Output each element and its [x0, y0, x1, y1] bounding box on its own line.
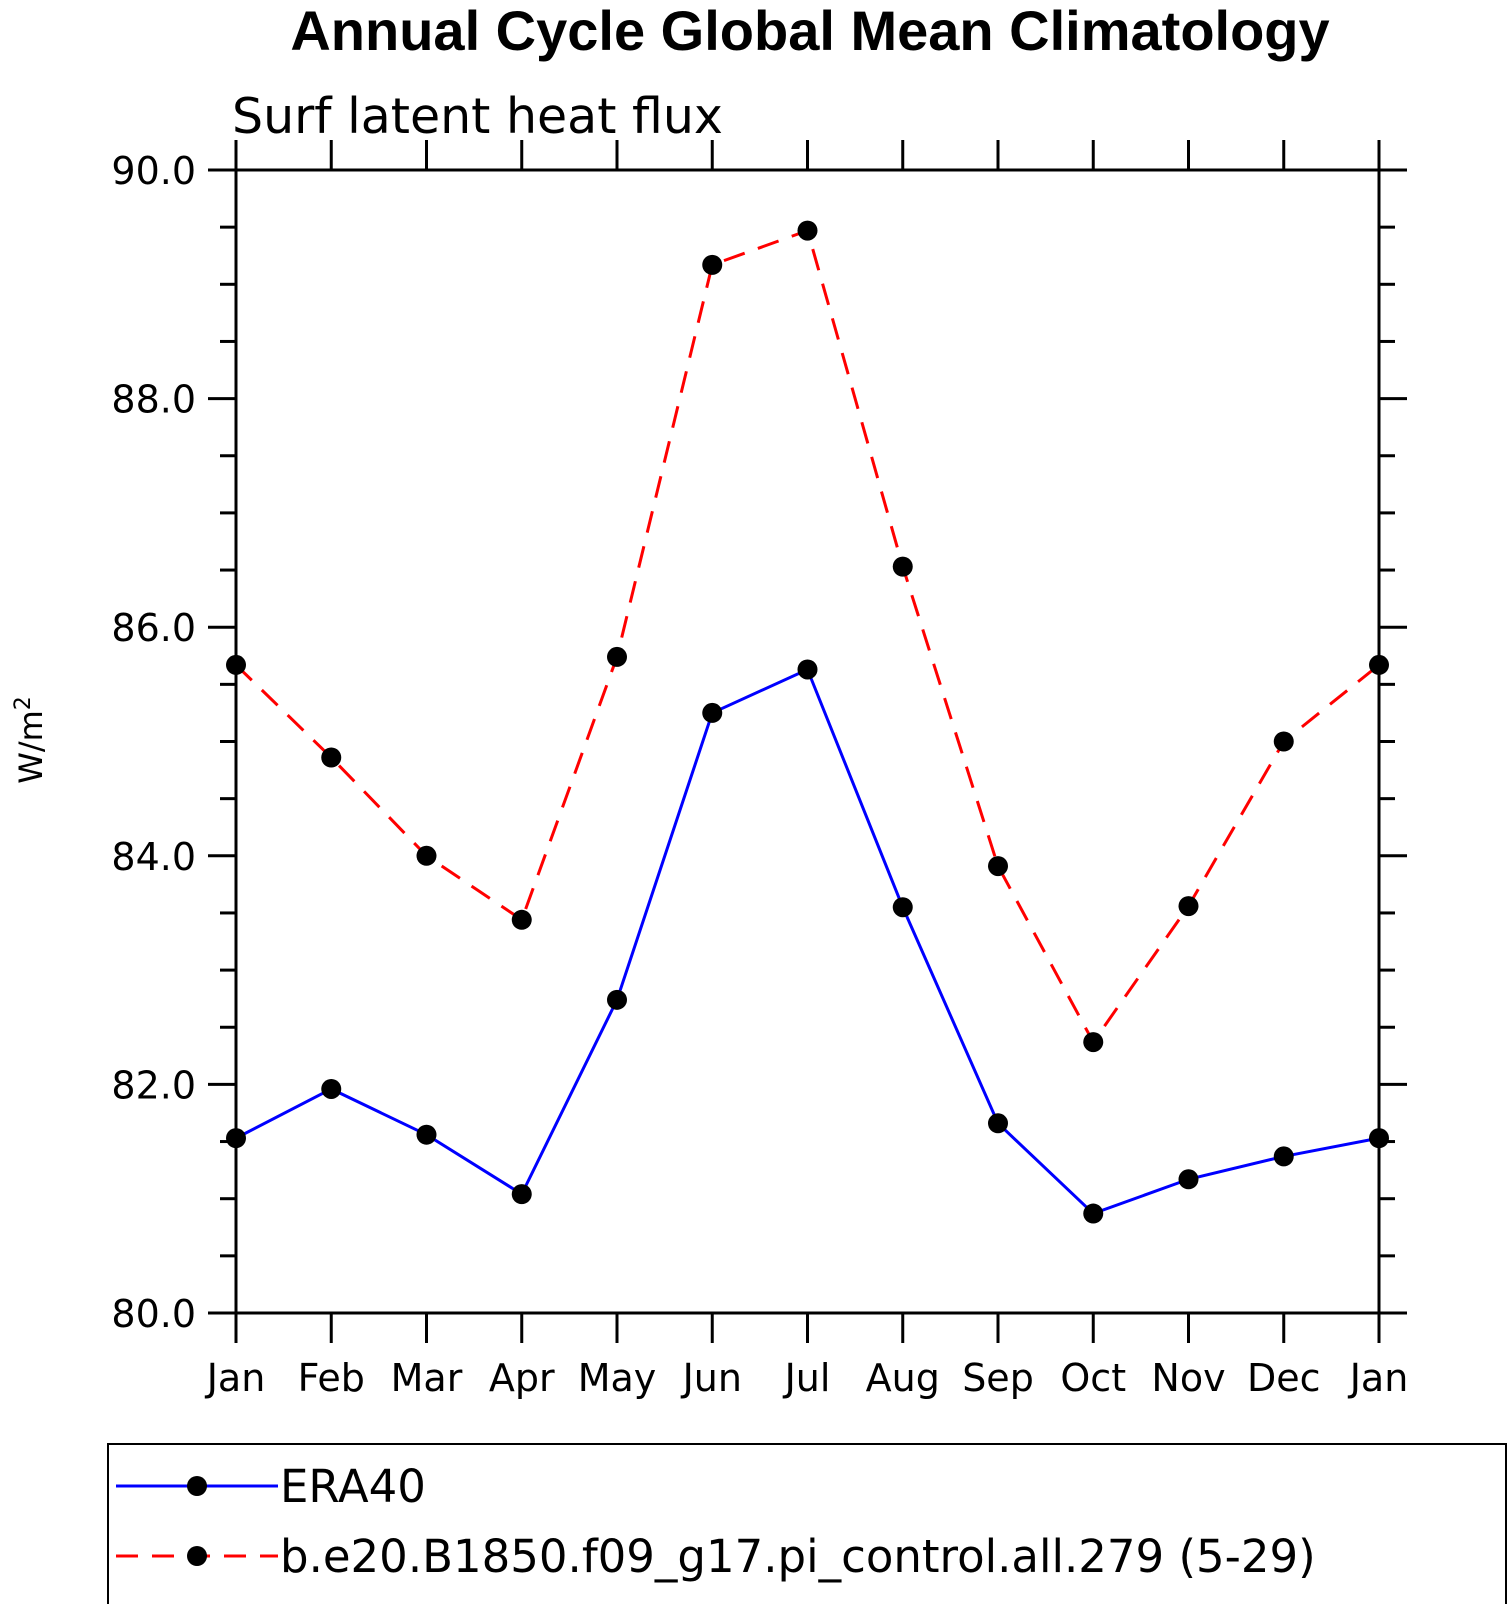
x-tick-label: Dec — [1247, 1356, 1321, 1400]
y-axis-label: W/m2 — [11, 696, 50, 784]
series-1-point — [892, 556, 913, 577]
series-0-point — [1083, 1203, 1104, 1224]
series-line-0 — [235, 667, 1380, 1216]
chart-title: Annual Cycle Global Mean Climatology — [290, 0, 1329, 62]
series-1-point — [321, 747, 342, 768]
legend-label-model: b.e20.B1850.f09_g17.pi_control.all.279 (… — [280, 1530, 1316, 1583]
series-0-point — [1369, 1128, 1389, 1149]
series-0-point — [416, 1124, 437, 1145]
legend-marker-era40 — [187, 1476, 207, 1496]
series-1-point — [702, 254, 723, 275]
series-1-point — [607, 646, 627, 667]
x-tick-label: Nov — [1151, 1356, 1225, 1400]
x-tick-label: Jan — [205, 1356, 266, 1400]
x-tick-label: Jan — [1348, 1356, 1409, 1400]
series-0-point — [1178, 1169, 1199, 1190]
series-0-point — [892, 897, 913, 918]
legend-box — [107, 1443, 1507, 1604]
x-tick-label: Feb — [298, 1356, 365, 1400]
series-line-1 — [234, 228, 1380, 1045]
x-tick-label: Oct — [1060, 1356, 1126, 1400]
series-0-point — [702, 702, 723, 723]
axis-ticks — [208, 140, 1407, 1343]
series-0-point — [797, 659, 818, 680]
y-tick-labels: 80.0 82.0 84.0 86.0 88.0 90.0 — [111, 149, 196, 1336]
series-0-point — [988, 1113, 1008, 1134]
x-tick-label: Jul — [783, 1356, 831, 1400]
series-1-point — [1178, 896, 1199, 917]
series-0-point — [511, 1184, 532, 1205]
legend: ERA40 b.e20.B1850.f09_g17.pi_control.all… — [107, 1443, 1507, 1604]
x-tick-label: May — [578, 1356, 657, 1400]
x-tick-label: Sep — [962, 1356, 1034, 1400]
y-tick-label: 80.0 — [111, 1292, 196, 1336]
plot-frame — [234, 168, 1381, 1315]
y-tick-label: 88.0 — [111, 378, 196, 422]
series-1-point — [1273, 731, 1294, 752]
x-tick-labels: Jan Feb Mar Apr May Jun Jul Aug Sep Oct Nov Dec Jan — [205, 1356, 1409, 1400]
x-tick-label: Mar — [391, 1356, 463, 1400]
series-0-point — [321, 1078, 342, 1099]
series-1-point — [797, 220, 818, 241]
series-layer — [226, 220, 1389, 1224]
y-tick-label: 90.0 — [111, 149, 196, 193]
series-0-point — [1273, 1146, 1294, 1167]
series-0-point — [607, 989, 627, 1010]
legend-label-era40: ERA40 — [280, 1460, 426, 1513]
y-tick-label: 86.0 — [111, 606, 196, 650]
chart-subtitle: Surf latent heat flux — [232, 88, 723, 145]
series-1-point — [226, 654, 246, 675]
x-tick-label: Apr — [489, 1356, 555, 1400]
legend-marker-model — [187, 1546, 207, 1566]
x-tick-label: Jun — [681, 1356, 742, 1400]
y-tick-label: 82.0 — [111, 1063, 196, 1107]
y-tick-label: 84.0 — [111, 835, 196, 879]
series-1-point — [416, 845, 437, 866]
series-1-point — [988, 856, 1008, 877]
series-1-point — [1083, 1032, 1104, 1053]
series-1-point — [511, 909, 532, 930]
x-tick-label: Aug — [866, 1356, 940, 1400]
series-0-point — [226, 1128, 246, 1149]
series-1-point — [1369, 654, 1389, 675]
